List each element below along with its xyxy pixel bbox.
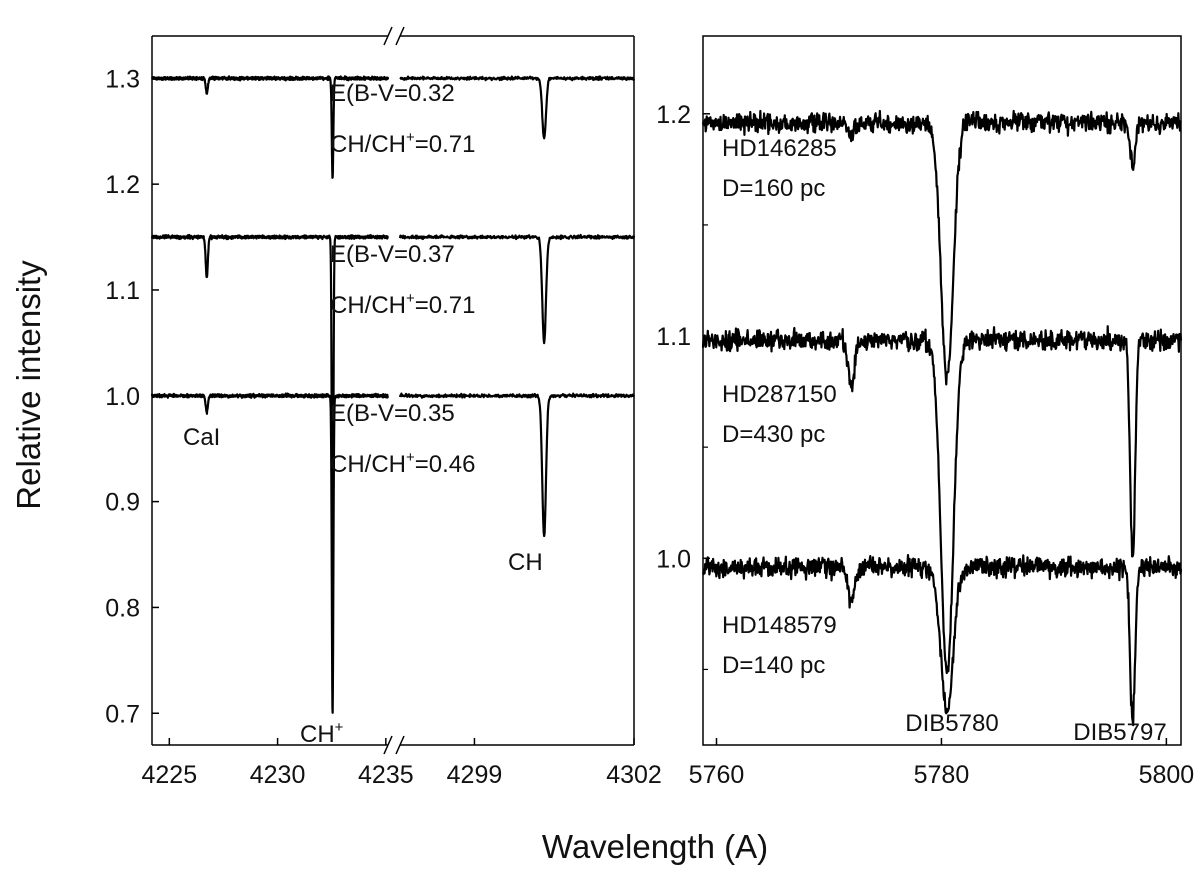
spectrum-line	[399, 75, 636, 140]
axis-break-mark	[383, 26, 393, 46]
spectrum-line	[701, 109, 1182, 386]
distance-label: D=430 pc	[722, 421, 825, 448]
ratio-label: CH/CH+=0.71	[330, 129, 476, 158]
ratio-label: CH/CH+=0.71	[330, 290, 476, 319]
ch-plus-label: CH+	[300, 719, 344, 748]
ch-label: CH	[508, 549, 543, 576]
x-tick-label: 5780	[914, 761, 970, 789]
cai-label: CaI	[183, 424, 220, 451]
x-tick-label: 4299	[447, 761, 503, 789]
distance-label: D=160 pc	[722, 175, 825, 202]
reddening-label: E(B-V=0.37	[330, 241, 455, 268]
y-tick-label: 1.0	[105, 383, 140, 411]
axis-break-mark	[383, 735, 393, 755]
reddening-label: E(B-V=0.35	[330, 400, 455, 427]
dib5780-label: DIB5780	[905, 710, 998, 737]
star-label: HD146285	[722, 135, 837, 162]
y-axis-title: Relative intensity	[10, 260, 47, 510]
spectrum-line	[150, 233, 389, 607]
x-tick-label: 4302	[606, 761, 662, 789]
star-label: HD148579	[722, 612, 837, 639]
y-tick-label: 0.9	[105, 489, 140, 517]
y-tick-label: 1.0	[656, 545, 691, 573]
y-tick-label: 0.7	[105, 700, 140, 728]
spectrum-line	[151, 75, 390, 179]
dib5797-label: DIB5797	[1073, 719, 1166, 746]
spectrum-line	[398, 392, 635, 538]
y-tick-label: 1.2	[105, 171, 140, 199]
x-tick-label: 4235	[358, 761, 414, 789]
x-axis-title: Wavelength (A)	[542, 828, 768, 865]
spectrum-line	[150, 392, 389, 714]
y-tick-label: 0.8	[105, 594, 140, 622]
y-tick-label: 1.3	[105, 65, 140, 93]
spectrum-line	[701, 554, 1183, 727]
y-tick-label: 1.1	[105, 277, 140, 305]
axis-break-mark	[395, 26, 405, 46]
left-panel: 0.7 0.8 0.9 1.0 1.1 1.2 1.3 4225 4230 4235 4299 430…	[105, 26, 662, 789]
ratio-label: CH/CH+=0.46	[330, 449, 476, 478]
axis-break-mark	[395, 735, 405, 755]
spectrum-line	[701, 325, 1183, 675]
distance-label: D=140 pc	[722, 652, 825, 679]
x-tick-label: 5760	[689, 761, 745, 789]
spectrum-line	[398, 233, 636, 345]
right-panel: 1.0 1.1 1.2 5760 5780 5800 HD146285 D=160 pc HD2…	[656, 35, 1195, 789]
x-tick-label: 4225	[142, 761, 198, 789]
star-label: HD287150	[722, 381, 837, 408]
reddening-label: E(B-V=0.32	[330, 80, 455, 107]
y-tick-label: 1.2	[656, 101, 691, 129]
x-tick-label: 5800	[1139, 761, 1195, 789]
y-tick-label: 1.1	[656, 323, 691, 351]
x-tick-label: 4230	[250, 761, 306, 789]
